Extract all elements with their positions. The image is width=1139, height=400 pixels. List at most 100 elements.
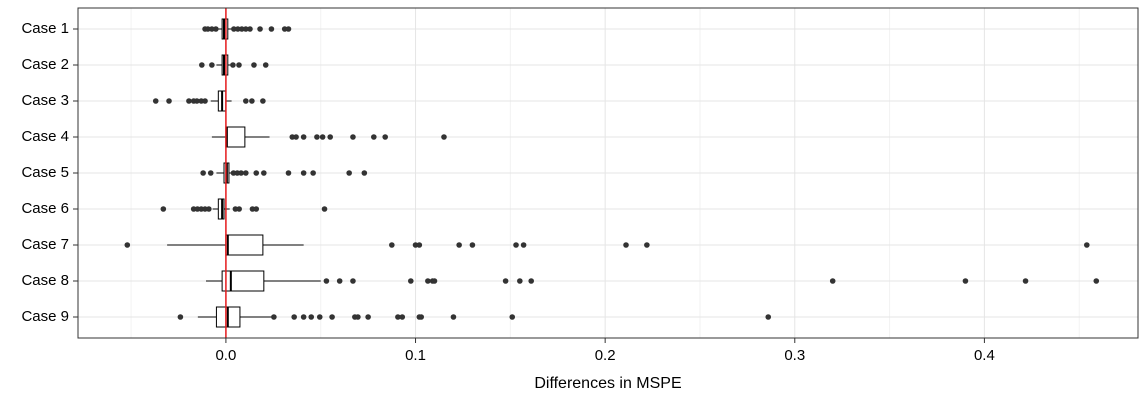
outlier	[202, 98, 208, 104]
outlier	[262, 62, 269, 68]
y-tick-label: Case 6	[21, 200, 69, 217]
outlier	[418, 314, 425, 320]
y-tick-label: Case 5	[21, 164, 69, 181]
outlier	[1093, 278, 1100, 284]
outlier	[205, 26, 211, 32]
outlier	[238, 170, 244, 176]
outlier	[350, 278, 356, 284]
outlier	[416, 242, 423, 248]
outlier	[520, 242, 527, 248]
outlier	[355, 314, 361, 320]
x-tick-label: 0.3	[784, 347, 805, 364]
outlier	[291, 314, 297, 320]
outlier	[285, 26, 292, 32]
outlier	[206, 206, 212, 212]
outlier	[310, 170, 316, 176]
outlier	[513, 242, 519, 248]
outlier	[207, 170, 214, 176]
box	[225, 234, 264, 256]
outlier	[209, 62, 215, 68]
outlier	[285, 170, 292, 176]
outlier	[323, 278, 330, 284]
y-tick-label: Case 1	[21, 20, 69, 37]
x-tick-label: 0.1	[405, 347, 426, 364]
outlier	[327, 134, 334, 140]
outlier	[300, 314, 307, 320]
outlier	[528, 278, 535, 284]
outlier	[160, 206, 167, 212]
outlier	[213, 26, 219, 32]
outlier	[251, 62, 257, 68]
outlier	[431, 278, 438, 284]
outlier	[502, 278, 509, 284]
outlier	[316, 314, 323, 320]
y-tick-label: Case 8	[21, 272, 69, 289]
outlier	[308, 314, 315, 320]
x-tick-label: 0.4	[974, 347, 995, 364]
outlier	[336, 278, 343, 284]
outlier	[1022, 278, 1029, 284]
outlier	[200, 170, 206, 176]
outlier	[962, 278, 969, 284]
outlier	[239, 26, 245, 32]
outlier	[382, 134, 388, 140]
outlier	[124, 242, 131, 248]
y-tick-label: Case 9	[21, 308, 69, 325]
outlier	[361, 170, 368, 176]
outlier	[236, 206, 242, 212]
outlier	[321, 206, 328, 212]
outlier	[235, 26, 241, 32]
outlier	[199, 62, 205, 68]
outlier	[293, 134, 299, 140]
outlier	[509, 314, 516, 320]
outlier	[300, 170, 307, 176]
outlier	[644, 242, 650, 248]
box	[225, 126, 246, 148]
y-tick-label: Case 2	[21, 56, 69, 73]
outlier	[765, 314, 772, 320]
box	[221, 270, 265, 292]
outlier	[166, 98, 172, 104]
outlier	[517, 278, 523, 284]
y-tick-label: Case 7	[21, 236, 69, 253]
outlier	[271, 314, 277, 320]
outlier	[407, 278, 414, 284]
outlier	[177, 314, 184, 320]
outlier	[247, 26, 253, 32]
outlier	[456, 242, 462, 248]
outlier	[243, 98, 249, 104]
outlier	[365, 314, 371, 320]
outlier	[249, 98, 255, 104]
outlier	[450, 314, 457, 320]
outlier	[253, 206, 260, 212]
outlier	[243, 170, 249, 176]
outlier	[186, 98, 192, 104]
outlier	[350, 134, 356, 140]
outlier	[236, 62, 242, 68]
outlier	[243, 26, 249, 32]
outlier	[260, 98, 266, 104]
outlier	[623, 242, 629, 248]
outlier	[253, 170, 260, 176]
y-tick-label: Case 3	[21, 92, 69, 109]
outlier	[1084, 242, 1090, 248]
outlier	[261, 170, 267, 176]
outlier	[399, 314, 406, 320]
outlier	[329, 314, 335, 320]
outlier	[319, 134, 326, 140]
outlier	[425, 278, 431, 284]
outlier	[441, 134, 447, 140]
outlier	[389, 242, 395, 248]
outlier	[314, 134, 320, 140]
outlier	[268, 26, 275, 32]
outlier	[829, 278, 836, 284]
outlier	[371, 134, 377, 140]
outlier	[346, 170, 352, 176]
outlier	[152, 98, 159, 104]
outlier	[469, 242, 476, 248]
outlier	[230, 62, 236, 68]
y-tick-label: Case 4	[21, 128, 69, 145]
x-tick-label: 0.2	[595, 347, 616, 364]
outlier	[395, 314, 401, 320]
